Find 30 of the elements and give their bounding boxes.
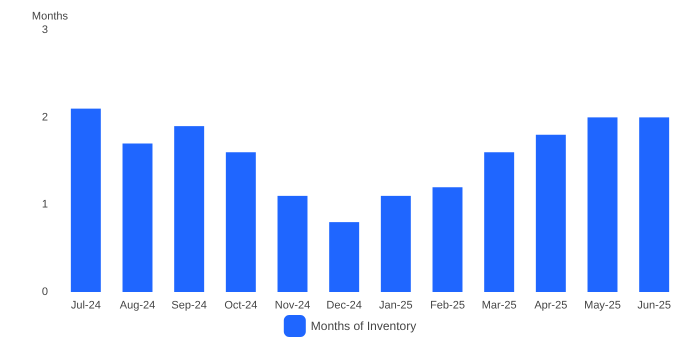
x-tick-label: Oct-24 [224,300,258,312]
x-tick-label: Mar-25 [482,300,517,312]
x-tick-label: Apr-25 [534,300,568,312]
y-tick-label: 3 [42,24,48,36]
x-tick-label: Jun-25 [637,300,671,312]
bar [536,134,566,292]
bar [226,152,256,292]
bar [70,108,101,292]
y-tick-label: 2 [42,111,48,124]
bar [329,222,360,292]
x-tick-label: Nov-24 [274,300,310,312]
x-tick-label: Jul-24 [70,300,101,312]
x-tick-label: Dec-24 [326,300,362,312]
y-tick-label: 0 [42,286,48,298]
bar [122,144,152,292]
x-tick-label: Feb-25 [430,300,465,312]
legend-label: Months of Inventory [310,319,416,333]
y-tick-label: 1 [42,198,48,211]
bar [639,117,670,292]
bar [432,187,462,292]
bar [174,126,204,292]
y-axis-title: Months [32,10,68,22]
bar [380,196,411,292]
x-tick-label: May-25 [584,300,621,312]
x-tick-label: Sep-24 [171,300,207,312]
bar [484,152,514,292]
x-tick-label: Jan-25 [379,300,413,312]
bar [278,196,308,292]
x-tick-label: Aug-24 [120,300,156,312]
bar [588,117,618,292]
